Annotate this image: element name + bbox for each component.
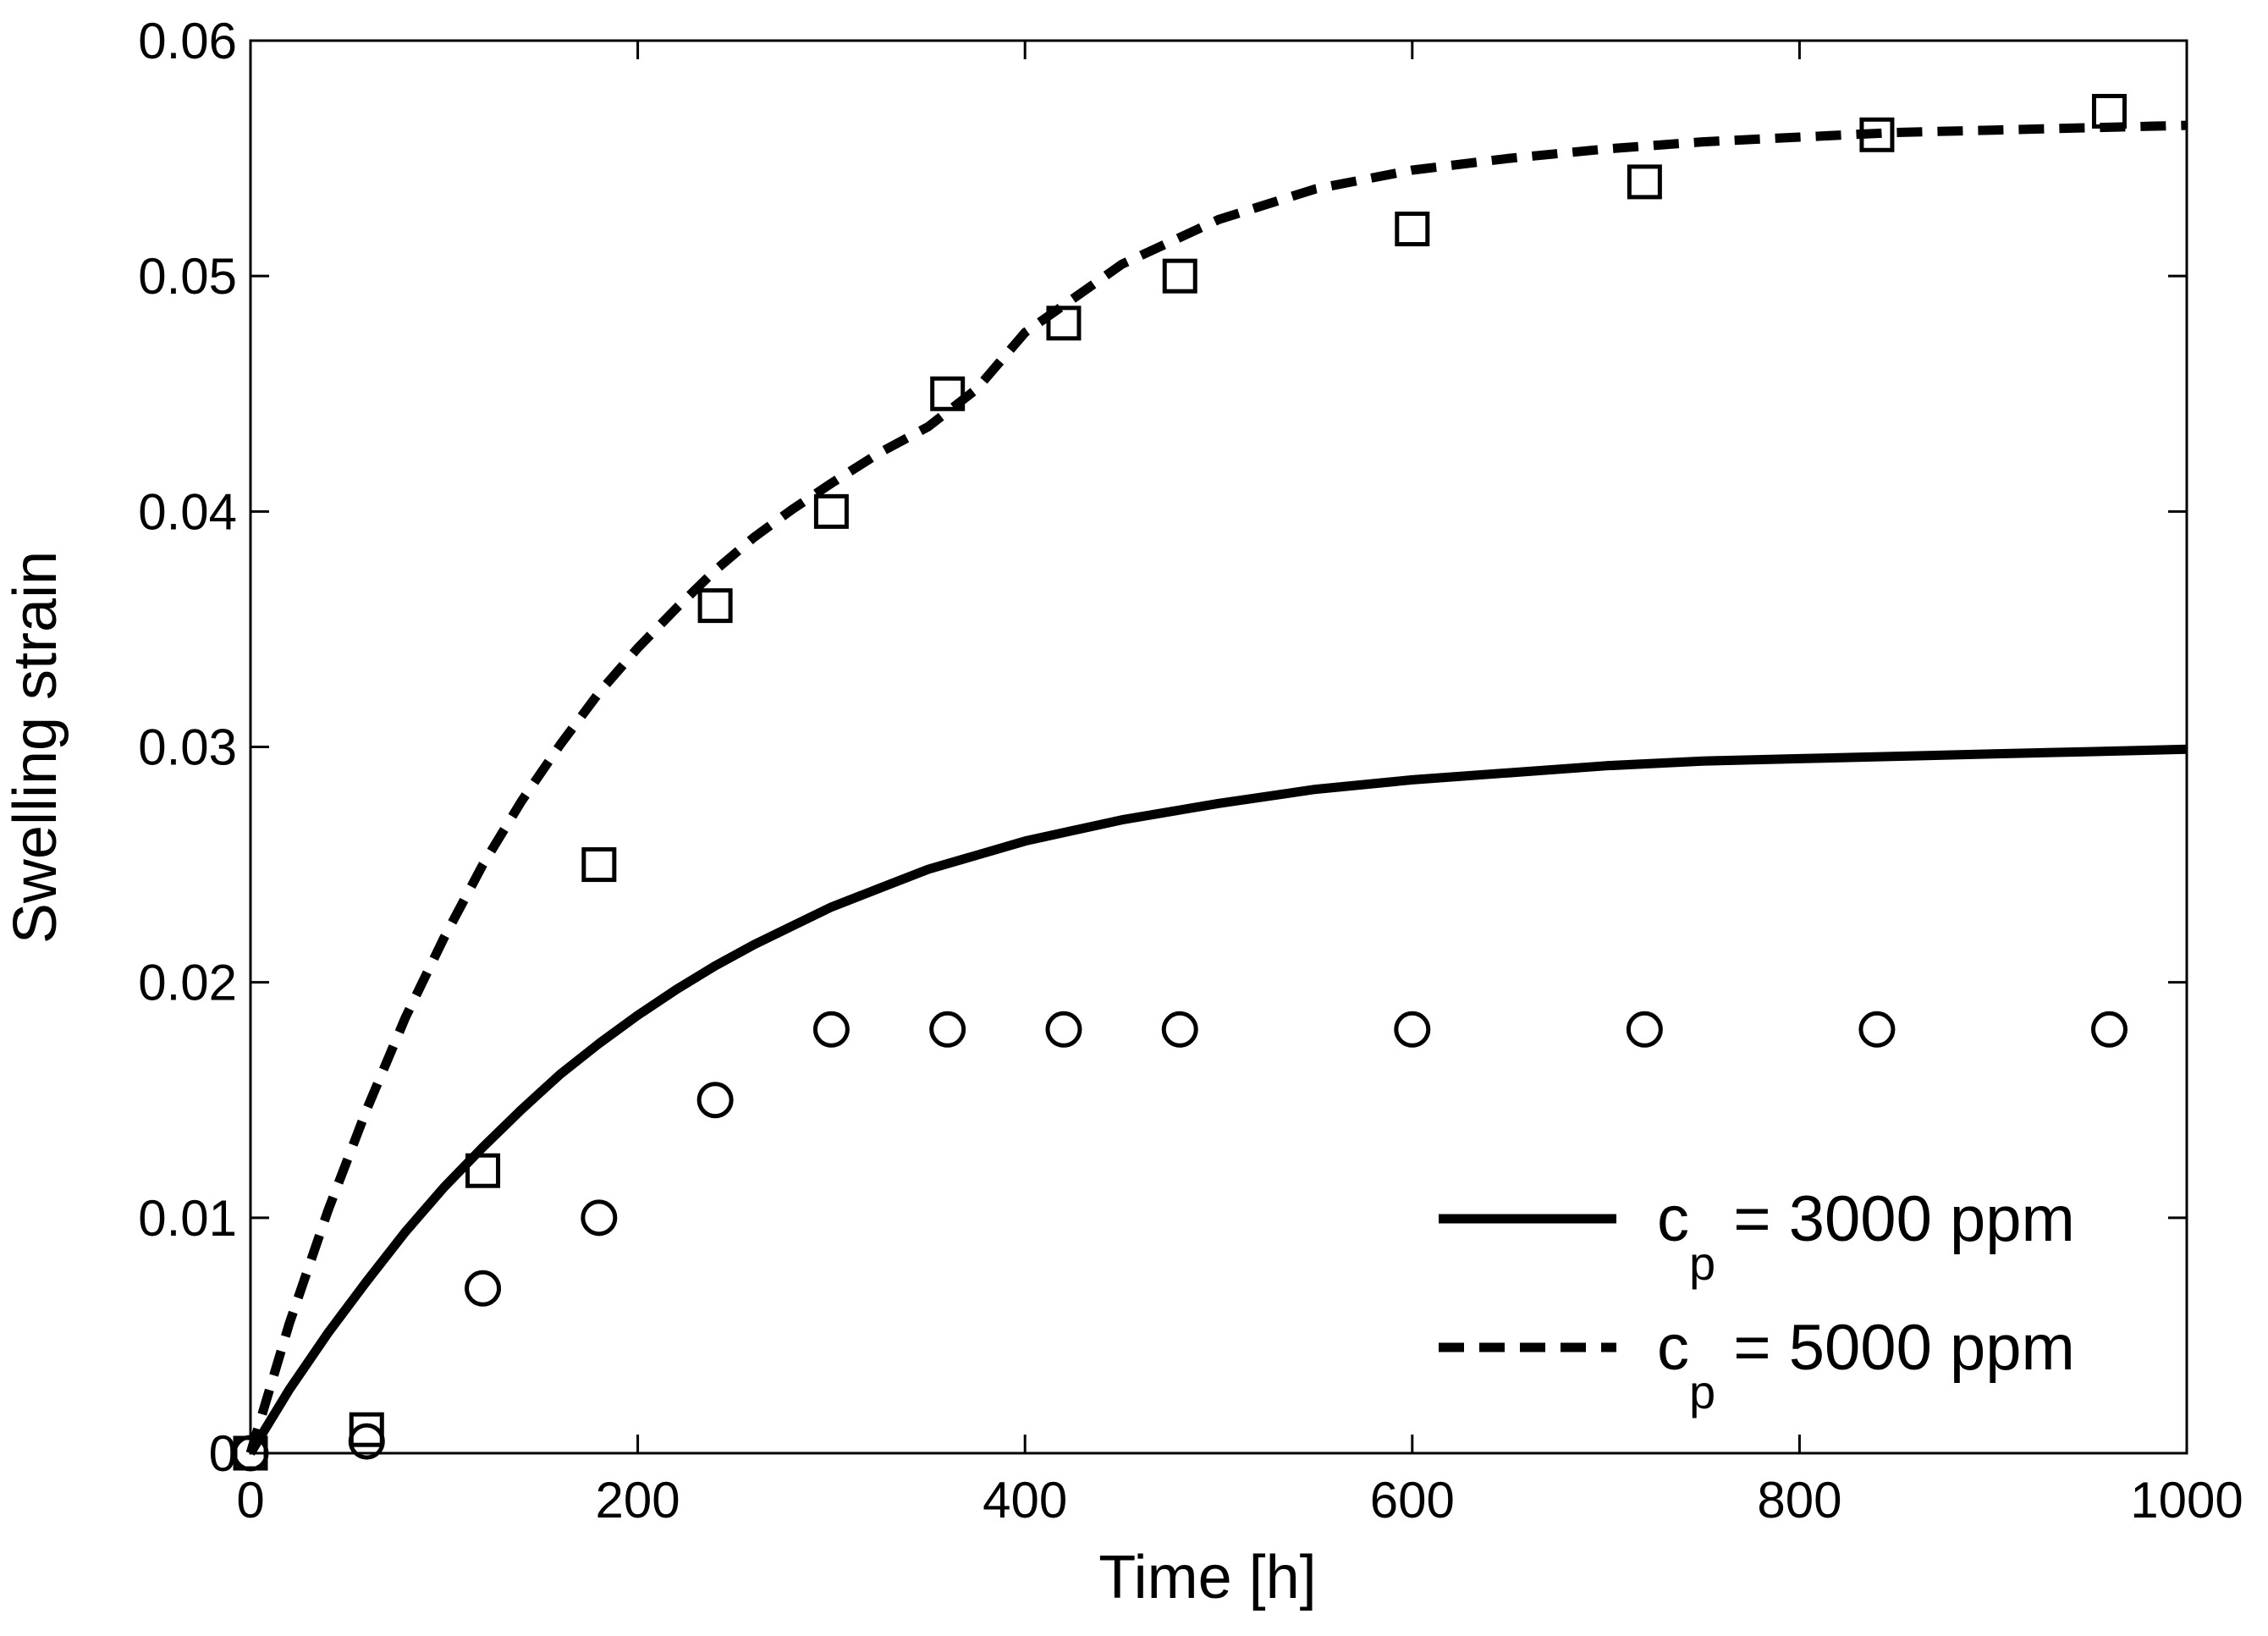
marker-circle-3000ppm [2090,1011,2128,1048]
legend-label-subscript: p [1689,1237,1715,1290]
marker-square-5000ppm [1627,164,1662,200]
marker-circle-3000ppm [1394,1011,1431,1048]
line-3000ppm-model [246,744,2188,1456]
y-tick-label: 0.05 [138,248,237,305]
marker-square-5000ppm [233,1435,268,1471]
x-tick-label: 400 [983,1472,1067,1529]
y-tick-label: 0.02 [138,955,237,1011]
axes-layer: 0 200 400 600 800 1000 0 0.01 0.02 0.03 0.04 0.05 0.… [138,13,2243,1529]
y-tick-label: 0 [209,1425,237,1482]
model-lines-layer [245,120,2188,1456]
marker-circle-3000ppm [1626,1011,1663,1048]
data-markers-layer [232,93,2128,1472]
x-tick-label: 0 [236,1472,264,1529]
marker-circle-3000ppm [1161,1011,1198,1048]
y-tick-label: 0.04 [138,483,237,540]
legend-label: cp = 3000 ppm [1657,1183,2075,1290]
legend-label-text: = 5000 ppm [1715,1312,2075,1384]
marker-square-5000ppm [930,376,966,411]
marker-square-5000ppm [1162,258,1197,294]
legend-label: cp = 5000 ppm [1657,1312,2075,1418]
marker-circle-3000ppm [581,1199,618,1237]
marker-circle-3000ppm [929,1011,966,1048]
marker-square-5000ppm [1395,212,1430,247]
marker-square-5000ppm [581,847,617,883]
marker-square-5000ppm [349,1412,384,1447]
y-tick-label: 0.06 [138,13,237,69]
y-tick-label: 0.03 [138,719,237,776]
x-axis-title: Time [h] [1098,1544,1316,1611]
x-tick-label: 800 [1757,1472,1841,1529]
y-axis-title: Swelling strain [2,551,69,944]
marker-circle-3000ppm [1045,1011,1082,1048]
marker-circle-3000ppm [465,1270,502,1307]
x-tick-label: 200 [596,1472,680,1529]
marker-square-5000ppm [2091,93,2127,129]
marker-circle-3000ppm [696,1082,734,1119]
marker-circle-3000ppm [812,1011,850,1048]
marker-square-5000ppm [697,588,733,624]
marker-square-5000ppm [465,1153,501,1188]
legend-label-symbol: c [1657,1312,1689,1384]
x-tick-label: 1000 [2130,1472,2243,1529]
x-tick-label: 600 [1370,1472,1455,1529]
marker-square-5000ppm [813,493,849,529]
marker-square-5000ppm [1046,306,1082,341]
legend-label-subscript: p [1689,1365,1715,1418]
legend-label-text: = 3000 ppm [1715,1183,2075,1255]
marker-square-5000ppm [1859,117,1895,152]
legend-label-symbol: c [1657,1183,1689,1255]
line-5000ppm-model [245,120,2188,1455]
y-tick-label: 0.01 [138,1190,237,1247]
marker-circle-3000ppm [1858,1011,1896,1048]
